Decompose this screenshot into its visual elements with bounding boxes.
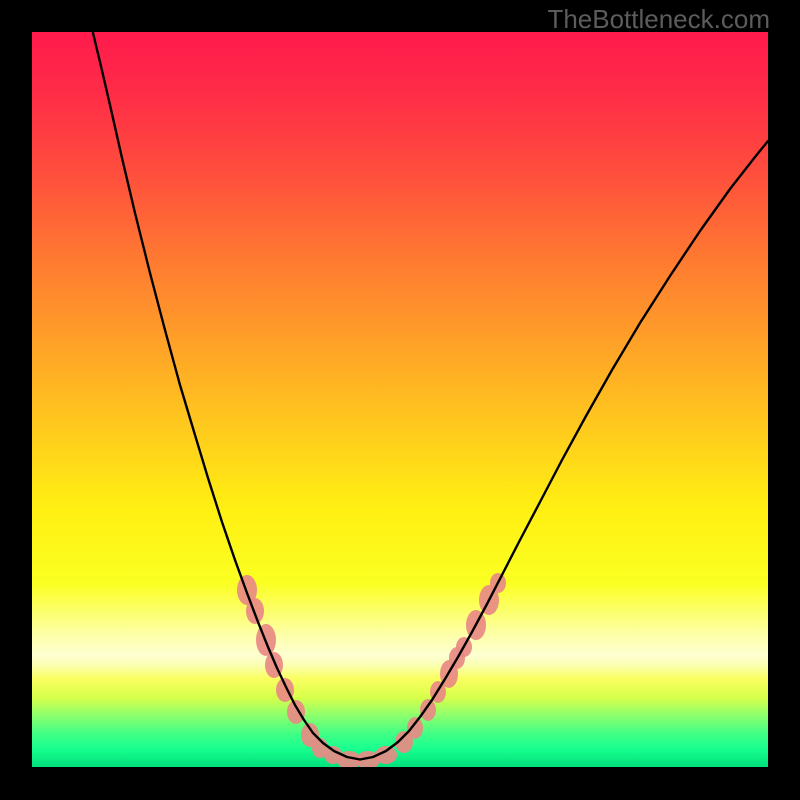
- marker: [407, 717, 423, 739]
- marker: [420, 699, 436, 721]
- bottleneck-curve: [93, 33, 768, 760]
- watermark-text: TheBottleneck.com: [547, 4, 770, 35]
- plot-area: [32, 32, 768, 767]
- chart-frame: TheBottleneck.com: [0, 0, 800, 800]
- marker: [287, 700, 305, 724]
- chart-svg-layer: [32, 32, 768, 767]
